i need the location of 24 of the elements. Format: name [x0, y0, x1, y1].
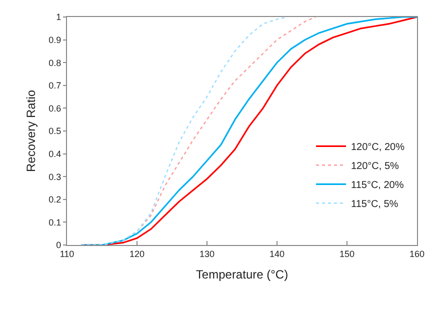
- x-tick-label: 110: [60, 248, 74, 259]
- y-tick-label: 0: [56, 240, 62, 250]
- x-axis-title: Temperature (°C): [196, 268, 288, 282]
- y-tick-label: 0.2: [48, 194, 62, 205]
- y-tick-label: 1: [56, 12, 62, 22]
- y-tick-label: 0.3: [48, 172, 62, 182]
- legend-label: 120°C, 5%: [351, 161, 400, 172]
- y-tick-label: 0.9: [48, 34, 62, 45]
- legend-label: 120°C, 20%: [351, 142, 405, 154]
- line-series: [80, 17, 417, 245]
- x-tick-label: 130: [199, 248, 215, 259]
- y-tick-label: 0.8: [48, 58, 62, 68]
- legend-label: 115°C, 5%: [351, 199, 398, 210]
- y-tick-label: 0.6: [48, 103, 62, 114]
- x-tick-label: 120: [129, 248, 145, 259]
- legend-label: 115°C, 20%: [351, 180, 404, 192]
- y-tick-label: 0.4: [48, 148, 62, 159]
- y-tick-label: 0.7: [48, 80, 62, 91]
- x-tick-label: 150: [339, 248, 355, 259]
- y-axis-title: Recovery Ratio: [24, 90, 38, 172]
- y-tick-label: 0.1: [48, 217, 62, 228]
- y-tick-label: 0.5: [48, 126, 62, 136]
- x-tick-label: 140: [269, 248, 285, 259]
- x-tick-label: 160: [409, 248, 425, 259]
